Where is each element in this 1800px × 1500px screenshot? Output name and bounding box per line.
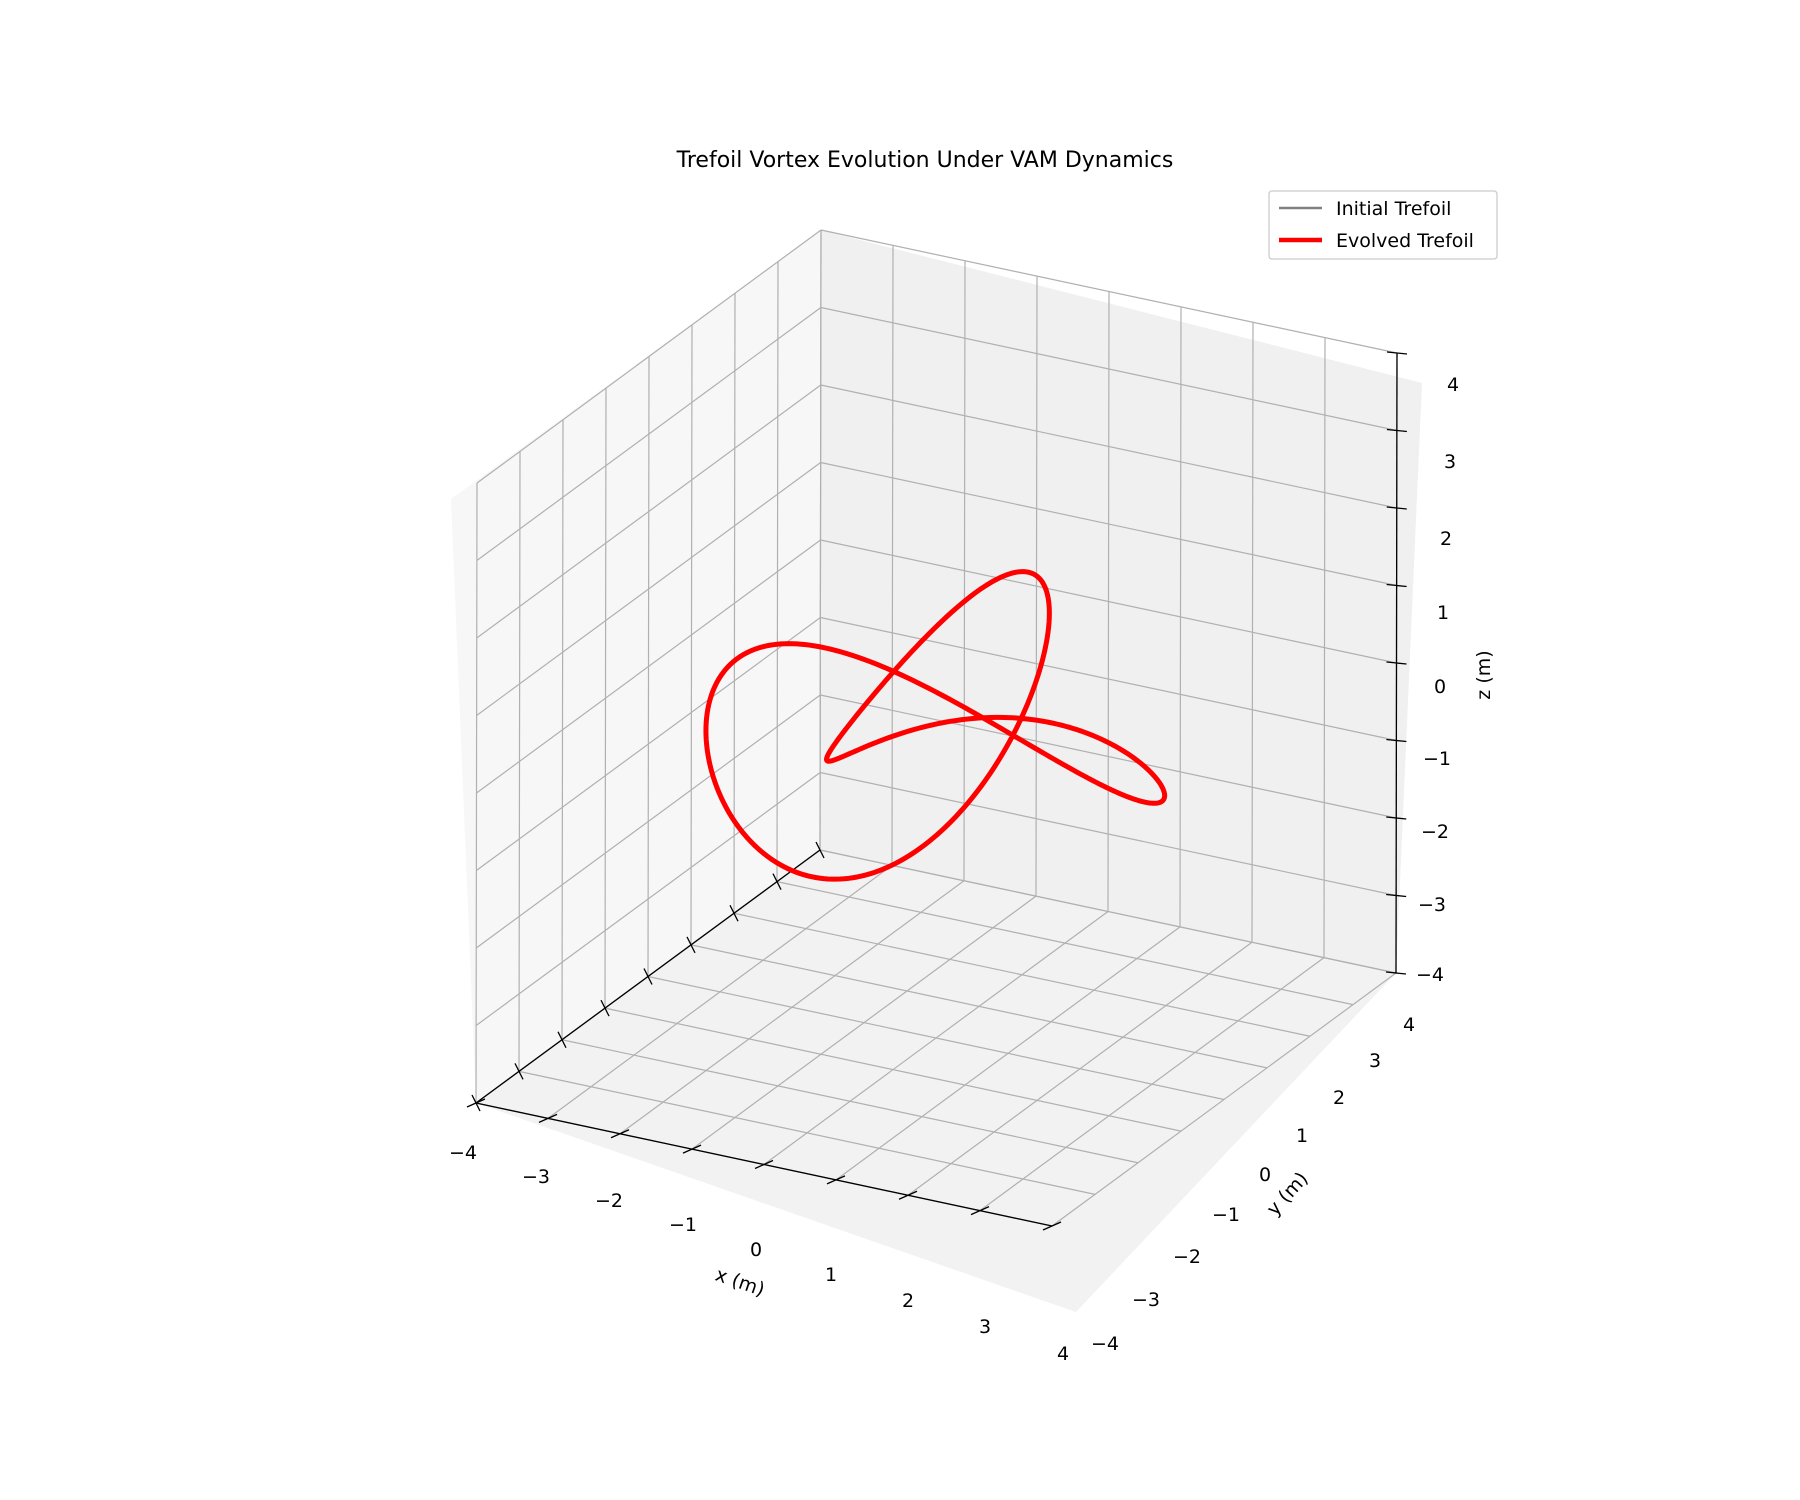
- x-tick-label: 1: [825, 1264, 837, 1286]
- y-tick-label: 1: [1296, 1125, 1308, 1147]
- gridline-floor-x: [604, 1007, 1182, 1132]
- z-tick: [1386, 661, 1407, 665]
- gridline-back-z: [820, 306, 1398, 432]
- pane-left: [451, 230, 821, 1103]
- chart-title: Trefoil Vortex Evolution Under VAM Dynam…: [676, 148, 1174, 173]
- curves: [703, 569, 1168, 882]
- z-tick-label: 0: [1434, 676, 1446, 698]
- y-tick-labels: −4 −3 −2 −1 0 1 2 3 4: [1091, 1014, 1415, 1355]
- gridline-back-z: [820, 229, 1398, 354]
- z-tick-label: −2: [1421, 821, 1449, 843]
- z-tick: [1386, 816, 1407, 820]
- y-tick: [754, 1159, 774, 1170]
- x-tick-labels: −4 −3 −2 −1 0 1 2 3 4: [449, 1142, 1069, 1365]
- gridline-left-z: [476, 462, 821, 716]
- x-axis-label: x (m): [712, 1264, 767, 1301]
- y-tick: [538, 1113, 558, 1123]
- gridline-back-y: [1035, 276, 1038, 897]
- y-tick-label: 0: [1259, 1164, 1271, 1186]
- gridline-back-y: [963, 260, 966, 881]
- z-tick-labels: −4 −3 −2 −1 0 1 2 3 4: [1416, 374, 1459, 986]
- gridline-left-x: [561, 419, 564, 1040]
- y-tick: [970, 1206, 990, 1216]
- x-tick-label: 4: [1057, 1343, 1069, 1365]
- tick-marks: [466, 351, 1408, 1231]
- y-tick-label: −1: [1212, 1204, 1240, 1226]
- series-line-evolved-trefoil: [703, 569, 1168, 882]
- z-tick-label: −4: [1416, 964, 1444, 986]
- z-tick: [1385, 971, 1407, 975]
- gridline-floor-y: [547, 864, 893, 1119]
- gridline-floor-y: [691, 895, 1037, 1150]
- x-tick-label: −1: [669, 1214, 697, 1236]
- gridline-floor-x: [561, 1039, 1139, 1164]
- z-tick: [1386, 893, 1407, 898]
- x-tick: [514, 1063, 524, 1080]
- gridline-floor-y: [763, 911, 1109, 1165]
- z-tick: [1386, 428, 1407, 433]
- pane-floor: [476, 850, 1396, 1312]
- gridline-back-z: [820, 539, 1397, 664]
- z-tick: [1386, 738, 1407, 743]
- y-tick: [826, 1175, 846, 1185]
- y-tick: [898, 1190, 918, 1200]
- gridline-back-y: [891, 245, 894, 866]
- x-tick-label: 0: [750, 1239, 762, 1261]
- x-tick: [686, 936, 696, 954]
- legend-label-evolved-trefoil: Evolved Trefoil: [1336, 230, 1474, 252]
- x-tick: [815, 841, 825, 859]
- x-tick-label: −2: [595, 1190, 623, 1212]
- gridline-left-x: [604, 388, 607, 1009]
- x-tick: [643, 968, 653, 985]
- y-tick-label: 2: [1333, 1087, 1345, 1109]
- x-tick-label: 2: [902, 1290, 914, 1312]
- legend-label-initial-trefoil: Initial Trefoil: [1336, 198, 1451, 220]
- gridline-left-z: [476, 384, 822, 639]
- gridline-back-y: [819, 229, 822, 851]
- z-tick-label: 2: [1440, 528, 1452, 550]
- gridline-floor-y: [619, 880, 965, 1135]
- pane-back: [820, 230, 1422, 973]
- gridline-floor-x: [518, 1070, 1096, 1195]
- x-tick: [729, 904, 739, 922]
- gridline-back-z: [820, 384, 1397, 509]
- x-tick-label: −4: [449, 1142, 477, 1164]
- x-tick: [557, 1031, 567, 1049]
- gridline-left-z: [476, 307, 822, 561]
- z-axis-label: z (m): [1473, 650, 1495, 699]
- y-tick-label: −4: [1091, 1333, 1119, 1355]
- legend-box: [1268, 190, 1498, 260]
- z-tick-label: 3: [1444, 451, 1456, 473]
- z-tick-label: 4: [1447, 374, 1459, 396]
- gridline-left-z: [476, 539, 821, 794]
- x-tick-label: 3: [979, 1316, 991, 1338]
- x-tick-label: −3: [522, 1166, 550, 1188]
- y-tick-label: −2: [1173, 1246, 1201, 1268]
- x-tick: [772, 873, 782, 890]
- gridline-left-z: [476, 229, 822, 484]
- gridline-left-x: [475, 482, 478, 1104]
- gridline-left-x: [518, 451, 521, 1072]
- z-tick: [1386, 351, 1408, 355]
- y-tick: [610, 1129, 630, 1139]
- grid-lines: [475, 229, 1398, 1227]
- y-tick: [1042, 1221, 1062, 1231]
- z-tick: [1386, 583, 1407, 588]
- z-tick: [1386, 506, 1407, 510]
- axes-panes: [451, 230, 1422, 1312]
- z-tick-label: −3: [1418, 894, 1446, 916]
- y-tick: [466, 1098, 486, 1108]
- z-tick-label: 1: [1437, 602, 1449, 624]
- y-tick-label: 4: [1403, 1014, 1415, 1036]
- legend: Initial Trefoil Evolved Trefoil: [1268, 190, 1498, 260]
- x-tick: [600, 999, 610, 1017]
- z-tick-label: −1: [1423, 748, 1451, 770]
- y-tick: [682, 1144, 702, 1154]
- y-tick-label: 3: [1369, 1050, 1381, 1072]
- y-tick-label: −3: [1132, 1289, 1160, 1311]
- gridline-back-z: [820, 461, 1397, 587]
